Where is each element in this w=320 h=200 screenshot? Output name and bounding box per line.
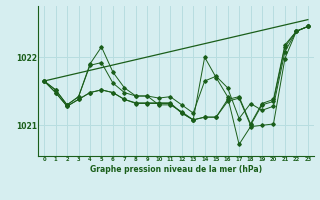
X-axis label: Graphe pression niveau de la mer (hPa): Graphe pression niveau de la mer (hPa): [90, 165, 262, 174]
